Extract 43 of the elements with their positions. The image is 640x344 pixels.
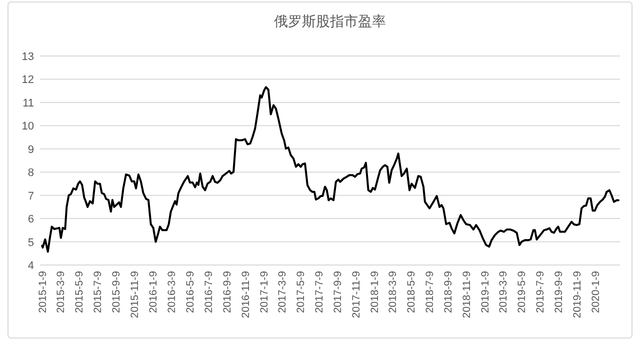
x-tick-label: 2016-11-9: [240, 270, 252, 318]
x-tick-label: 2018-7-9: [424, 270, 436, 314]
x-tick-label: 2019-1-9: [480, 270, 492, 314]
y-tick-label: 8: [28, 167, 34, 180]
y-tick-label: 6: [28, 214, 34, 226]
y-tick-label: 10: [22, 120, 34, 133]
x-tick-label: 2017-1-9: [258, 270, 271, 314]
x-tick-label: 2015-11-9: [129, 270, 142, 318]
x-tick-label: 2015-9-9: [110, 270, 123, 314]
y-tick-label: 7: [28, 190, 34, 202]
y-tick-label: 12: [22, 74, 34, 86]
x-tick-label: 2016-3-9: [166, 270, 178, 314]
y-tick-label: 9: [28, 144, 34, 156]
x-tick-label: 2015-5-9: [73, 270, 86, 314]
x-tick-label: 2019-5-9: [516, 270, 528, 314]
y-tick-label: 11: [22, 97, 34, 110]
x-tick-label: 2016-7-9: [202, 270, 215, 314]
x-tick-label: 2015-1-9: [37, 270, 50, 314]
x-tick-label: 2020-1-9: [590, 270, 602, 314]
x-tick-label: 2015-3-9: [54, 270, 67, 314]
x-tick-label: 2018-5-9: [405, 270, 418, 314]
x-tick-label: 2018-11-9: [461, 270, 474, 318]
chart-title: 俄罗斯股指市盈率: [274, 13, 386, 29]
y-tick-label: 5: [28, 236, 34, 249]
x-tick-label: 2018-9-9: [442, 270, 455, 314]
x-tick-label: 2015-7-9: [92, 270, 104, 314]
x-tick-label: 2017-11-9: [350, 270, 363, 318]
x-tick-label: 2017-9-9: [332, 270, 344, 314]
x-tick-label: 2016-9-9: [222, 270, 234, 314]
x-tick-label: 2019-7-9: [534, 270, 546, 314]
line-series: [41, 86, 620, 253]
x-tick-label: 2016-5-9: [184, 270, 196, 314]
x-tick-label: 2017-7-9: [313, 270, 326, 314]
x-tick-label: 2018-1-9: [369, 270, 382, 314]
y-tick-label: 13: [22, 51, 34, 63]
x-tick-label: 2017-3-9: [276, 270, 288, 314]
x-tick-label: 2017-5-9: [294, 270, 307, 314]
x-tick-label: 2016-1-9: [148, 270, 160, 314]
x-tick-label: 2018-3-9: [386, 270, 399, 314]
y-tick-label: 4: [28, 260, 34, 272]
x-tick-label: 2019-3-9: [497, 270, 510, 314]
x-tick-label: 2019-9-9: [553, 270, 566, 314]
x-tick-label: 2019-11-9: [572, 270, 584, 318]
